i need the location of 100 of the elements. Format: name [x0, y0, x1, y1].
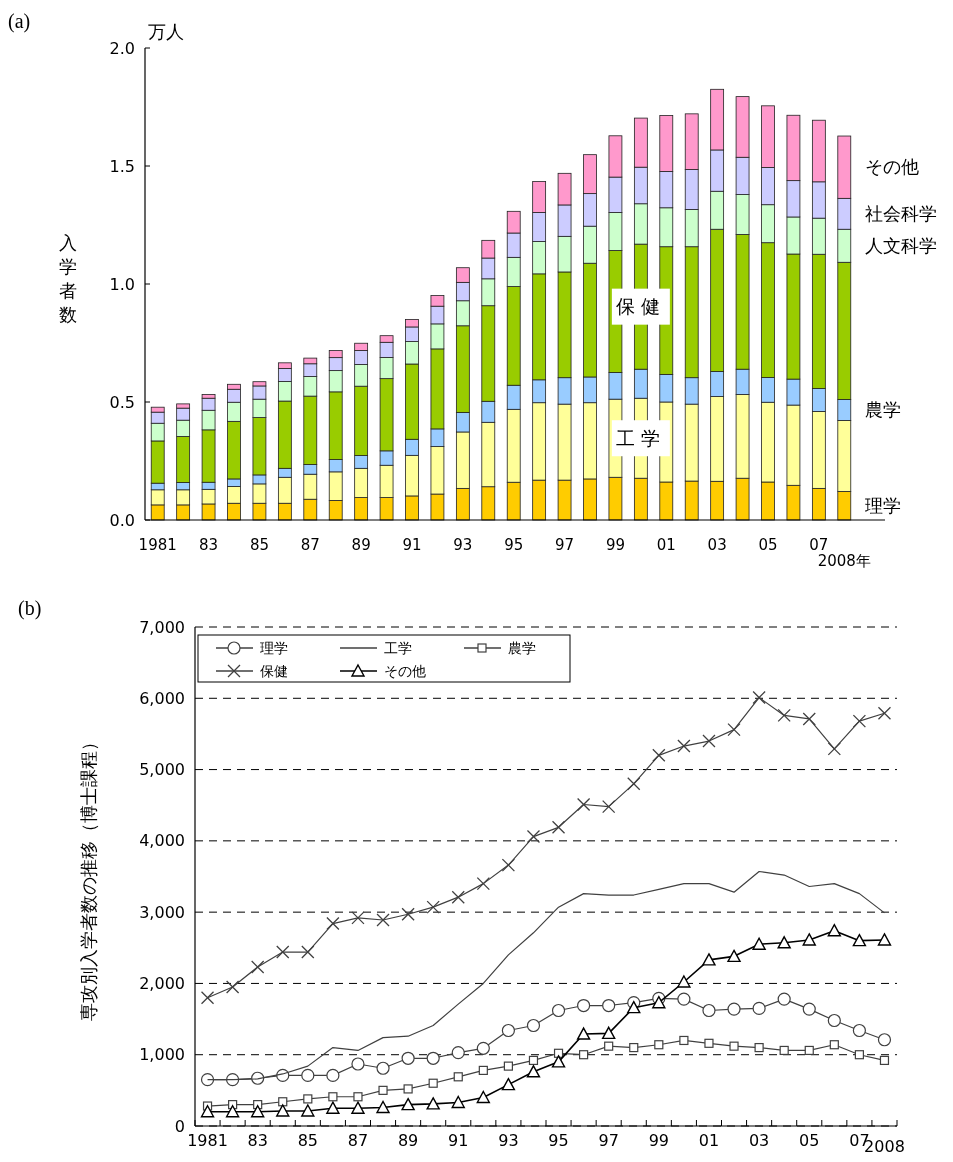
x-tick-label: 1981: [138, 536, 177, 554]
point: [526, 1018, 541, 1033]
point: [426, 1097, 440, 1110]
point: [200, 1105, 215, 1118]
point: [251, 960, 265, 974]
point: [401, 1097, 415, 1111]
y-tick-label: 1.0: [109, 274, 135, 294]
point: [677, 992, 691, 1006]
point: [428, 1078, 438, 1088]
point: [852, 933, 867, 947]
point: [702, 1003, 716, 1018]
point: [501, 858, 516, 872]
point: [303, 1094, 313, 1104]
x-tick-label: 07: [809, 536, 829, 554]
point: [802, 1002, 816, 1016]
point: [551, 1055, 566, 1068]
point: [225, 980, 240, 994]
point: [401, 1051, 415, 1065]
point: [551, 1003, 566, 1018]
point: [627, 1000, 641, 1014]
point: [877, 933, 892, 946]
point: [677, 739, 691, 753]
point: [250, 1105, 265, 1118]
text: (b): [18, 597, 42, 620]
series-label: 人文科学: [865, 235, 937, 257]
x-tick-label: 01: [656, 536, 676, 554]
y-tick-label: 1,000: [139, 1045, 185, 1065]
point: [727, 723, 741, 737]
point: [225, 1105, 240, 1118]
point: [877, 706, 892, 720]
point: [301, 1068, 315, 1082]
point: [353, 1092, 363, 1102]
x-tick-label: 85: [297, 1131, 318, 1150]
point: [326, 916, 340, 931]
x-tick-label: 93: [498, 1131, 519, 1150]
y-tick-label: 7,000: [139, 617, 185, 637]
point: [328, 1092, 338, 1102]
x-tick-label: 83: [199, 536, 219, 554]
point: [877, 1033, 892, 1047]
point: [276, 1104, 290, 1117]
point: [827, 742, 841, 756]
point: [852, 1023, 866, 1038]
point: [601, 1026, 616, 1040]
point: [503, 1061, 513, 1071]
point: [702, 734, 716, 748]
point: [727, 1002, 741, 1016]
x-tick-label: 95: [504, 536, 524, 554]
x-tick-label: 99: [648, 1131, 669, 1150]
point: [501, 1077, 516, 1091]
point: [451, 1095, 465, 1109]
legend-label: その他: [384, 662, 426, 679]
y-tick-label: 3,000: [139, 902, 185, 922]
point: [278, 1097, 288, 1107]
point: [426, 1051, 440, 1065]
point: [652, 748, 666, 762]
point: [501, 1023, 515, 1038]
point: [276, 945, 290, 959]
point: [652, 995, 666, 1009]
x-tick-label: 05: [758, 536, 778, 554]
point: [804, 1045, 814, 1056]
point: [528, 1055, 539, 1066]
point: [478, 1065, 488, 1075]
point: [326, 1068, 340, 1082]
point: [879, 1055, 890, 1066]
x-tick-label: 05: [799, 1131, 820, 1150]
point: [351, 1057, 365, 1071]
point: [604, 1041, 614, 1051]
point: [301, 945, 315, 959]
x-tick-label: 93: [453, 536, 473, 554]
point: [602, 799, 616, 814]
text: 万人: [148, 21, 184, 42]
point: [301, 1104, 315, 1117]
point: [551, 820, 566, 834]
x-tick-label: 89: [397, 1131, 419, 1150]
point: [627, 777, 641, 791]
legend-label: 工学: [384, 639, 412, 656]
x-tick-label: 1981: [187, 1131, 228, 1150]
point: [827, 1013, 841, 1028]
point: [376, 913, 390, 927]
point: [576, 797, 591, 812]
x-tick-label: 83: [247, 1131, 268, 1150]
x-tick-label: 97: [555, 536, 575, 554]
x-tick-label: 87: [300, 536, 320, 554]
point: [802, 712, 816, 726]
y-tick-label: 2.0: [109, 38, 135, 58]
point: [777, 936, 791, 949]
chart-title: (a): [8, 10, 31, 33]
point: [704, 1038, 714, 1048]
x-tick-label: 91: [402, 536, 422, 554]
x-tick-label: 95: [548, 1131, 569, 1150]
point: [376, 1061, 390, 1075]
point: [476, 1090, 491, 1104]
point: [351, 911, 365, 925]
x-tick-label: 91: [448, 1131, 469, 1150]
point: [378, 1085, 388, 1095]
point: [654, 1040, 664, 1050]
point: [401, 907, 415, 921]
series-label: 工学: [615, 426, 666, 449]
point: [777, 992, 791, 1006]
y-tick-label: 5,000: [139, 760, 185, 780]
